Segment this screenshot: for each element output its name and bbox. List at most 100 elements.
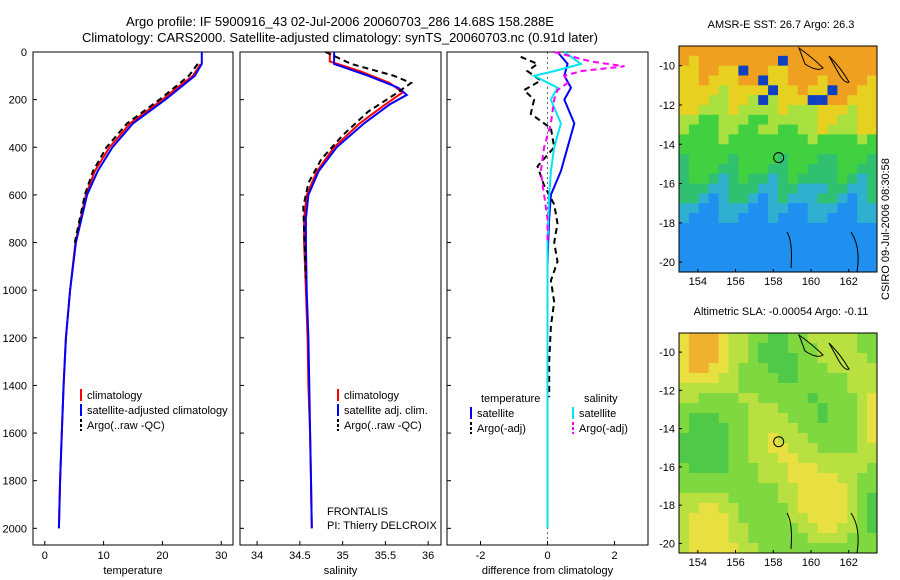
map-cell — [738, 443, 749, 454]
map-cell — [708, 124, 720, 135]
map-cell — [837, 533, 848, 544]
map-cell — [748, 154, 759, 165]
map-cell — [817, 173, 828, 185]
map-cell — [679, 513, 690, 524]
map-cell — [867, 533, 878, 544]
map-cell — [688, 423, 700, 434]
map-cell — [768, 543, 779, 554]
map-cell — [787, 393, 799, 404]
map-cell — [847, 483, 858, 494]
map-cell — [758, 242, 769, 253]
map-cell — [738, 473, 749, 484]
map-cell — [778, 513, 789, 524]
map-cell — [778, 533, 789, 544]
map-cell — [679, 193, 690, 204]
map-cell — [857, 46, 868, 57]
map-cell — [827, 513, 838, 524]
map-cell — [758, 433, 769, 444]
map-cell — [718, 114, 729, 126]
map-cell — [688, 95, 700, 106]
map-cell — [847, 413, 858, 424]
island-outline — [828, 342, 850, 370]
map-cell — [728, 373, 739, 384]
map-cell — [768, 343, 779, 354]
map-cell — [688, 483, 700, 494]
map-cell — [758, 453, 769, 464]
map-cell — [827, 242, 838, 253]
map-cell — [867, 333, 878, 344]
map-cell — [817, 453, 828, 464]
map-cell — [708, 363, 720, 374]
map-cell — [797, 95, 809, 106]
map-cell — [807, 403, 819, 414]
map-cell — [827, 463, 838, 474]
map-cell — [778, 105, 789, 116]
map-cell — [708, 503, 720, 514]
map-cell — [718, 173, 729, 185]
map-cell — [708, 242, 720, 253]
map-cell — [807, 383, 819, 394]
map-cell — [748, 232, 759, 244]
map-cell — [847, 513, 858, 524]
map-cell — [718, 85, 729, 96]
map-cell — [807, 533, 819, 544]
map-cell — [748, 65, 759, 77]
map-cell — [857, 453, 868, 464]
map-cell — [738, 154, 749, 165]
map-cell — [857, 493, 868, 504]
map-frame — [678, 45, 878, 273]
map-cell — [847, 363, 858, 374]
map-cell — [768, 75, 779, 86]
map-cell — [837, 65, 848, 77]
map-xtick-label: 158 — [764, 276, 782, 288]
map-cell — [768, 333, 779, 344]
map-cell — [728, 213, 739, 224]
map-cell — [768, 523, 779, 534]
map-cell — [698, 433, 710, 444]
map-cell — [768, 393, 779, 404]
map-cell — [758, 213, 769, 224]
map-cell — [857, 513, 868, 524]
map-cell — [738, 333, 749, 344]
map-cell — [768, 114, 779, 126]
map-cell — [797, 503, 809, 514]
map-cell — [748, 252, 759, 263]
map-cell — [817, 222, 828, 234]
map-cell — [797, 453, 809, 464]
map-cell — [688, 55, 700, 67]
map-cell — [867, 383, 878, 394]
map-ytick-label: -12 — [659, 100, 675, 112]
map-cell — [827, 232, 838, 244]
map-cell — [698, 46, 710, 57]
map-cell — [807, 242, 819, 253]
map-cell — [698, 513, 710, 524]
map-cell — [708, 483, 720, 494]
map-cell — [708, 433, 720, 444]
map-cell — [738, 543, 749, 554]
map-cell — [827, 473, 838, 484]
map-cell — [867, 493, 878, 504]
map-cell — [698, 134, 710, 145]
map-cell — [738, 193, 749, 204]
map-cell — [847, 203, 858, 214]
map-cell — [827, 433, 838, 444]
map-cell — [797, 373, 809, 384]
map-cell — [837, 203, 848, 214]
map-cell — [679, 403, 690, 414]
map-cell — [837, 252, 848, 263]
map-cell — [827, 134, 838, 145]
map-cell — [768, 105, 779, 116]
map-cell — [688, 403, 700, 414]
map-cell — [758, 124, 769, 135]
map-cell — [728, 473, 739, 484]
map-cell — [847, 543, 858, 554]
map-cell — [688, 193, 700, 204]
cloud-cell — [807, 95, 818, 105]
map-cell — [857, 413, 868, 424]
map-cell — [787, 523, 799, 534]
map-cell — [758, 114, 769, 126]
map-cell — [728, 433, 739, 444]
map-cell — [778, 403, 789, 414]
map-cell — [778, 343, 789, 354]
map-cell — [807, 513, 819, 524]
